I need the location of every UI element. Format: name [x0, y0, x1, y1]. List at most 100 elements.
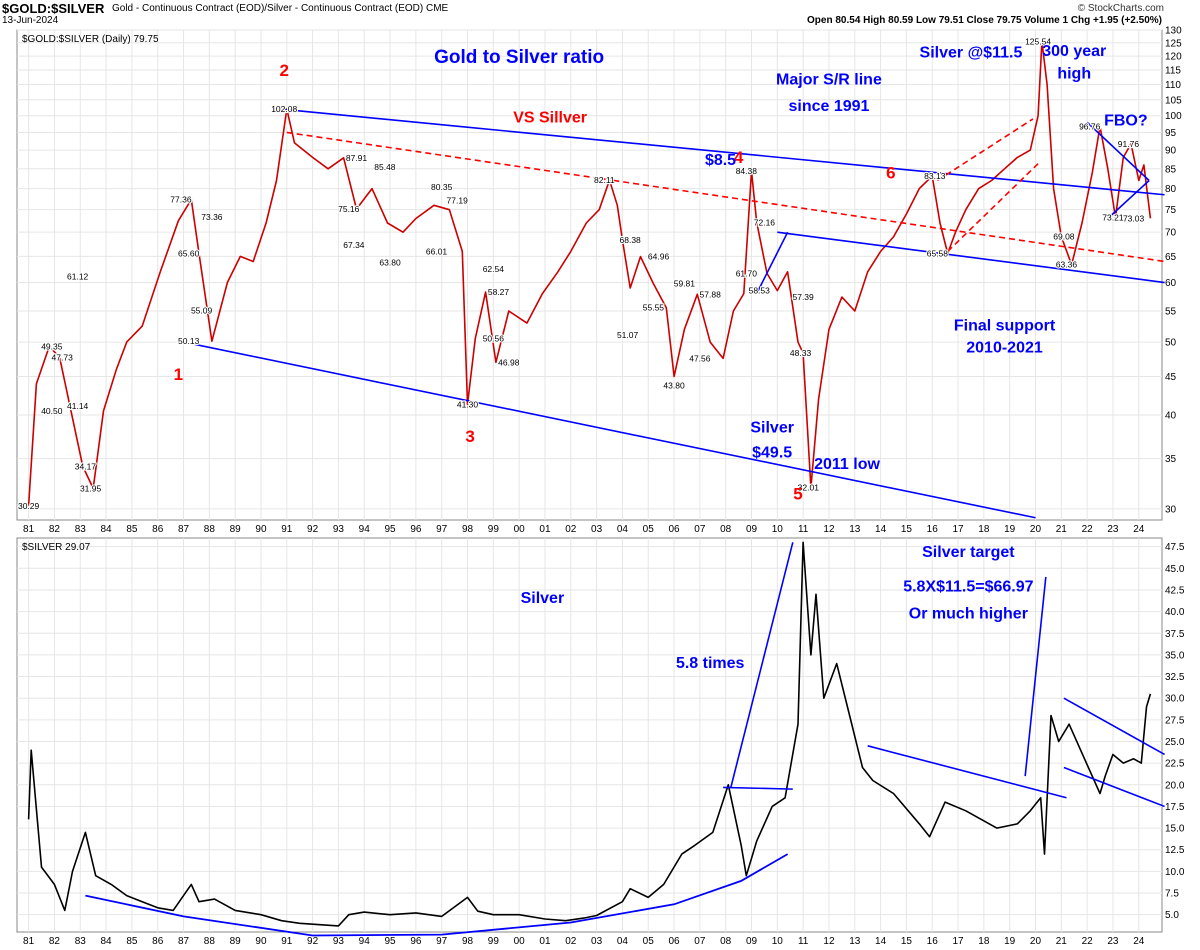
ratio-point-label: 57.39	[792, 292, 814, 302]
silver-x-tick-label: 92	[307, 936, 319, 947]
ratio-point-label: 31.95	[80, 483, 102, 493]
silver-x-tick-label: 03	[591, 936, 603, 947]
ratio-y-tick-label: 95	[1165, 128, 1177, 139]
ratio-trendline	[936, 118, 1034, 182]
ratio-x-tick-label: 99	[488, 524, 500, 535]
ratio-trendline	[183, 341, 1036, 519]
ratio-x-tick-label: 16	[927, 524, 939, 535]
ratio-point-label: 50.13	[178, 336, 200, 346]
silver-annotation: 5.8 times	[676, 655, 745, 672]
symbol-title: $GOLD:$SILVER	[2, 1, 105, 16]
silver-annotation: Silver target	[922, 544, 1015, 561]
silver-y-tick-label: 42.5	[1165, 585, 1185, 596]
silver-x-tick-label: 18	[978, 936, 990, 947]
silver-x-tick-label: 08	[720, 936, 732, 947]
ratio-y-tick-label: 40	[1165, 410, 1177, 421]
silver-y-tick-label: 7.5	[1165, 889, 1179, 900]
ratio-point-label: 125.54	[1025, 36, 1051, 46]
ratio-x-tick-label: 09	[746, 524, 758, 535]
silver-x-tick-label: 13	[849, 936, 861, 947]
ratio-point-label: 82.11	[594, 175, 615, 185]
ratio-point-label: 66.01	[426, 246, 448, 256]
silver-trendline	[867, 745, 1067, 799]
ratio-y-tick-label: 90	[1165, 146, 1177, 157]
ratio-x-tick-label: 86	[152, 524, 164, 535]
ratio-point-label: 55.09	[191, 305, 213, 315]
ratio-y-tick-label: 30	[1165, 504, 1177, 515]
silver-x-tick-label: 90	[255, 936, 267, 947]
silver-x-tick-label: 97	[436, 936, 448, 947]
ratio-annotation: Silver @$11.5	[920, 45, 1023, 62]
silver-y-tick-label: 22.5	[1165, 759, 1185, 770]
silver-x-tick-label: 82	[49, 936, 61, 947]
ratio-x-tick-label: 85	[126, 524, 138, 535]
ratio-point-label: 63.80	[379, 257, 401, 267]
ratio-x-tick-label: 82	[49, 524, 61, 535]
silver-x-tick-label: 15	[901, 936, 913, 947]
silver-trendline	[1024, 576, 1047, 777]
ratio-trendline	[281, 108, 1165, 196]
silver-y-tick-label: 45.0	[1165, 564, 1185, 575]
silver-y-tick-label: 32.5	[1165, 672, 1185, 683]
silver-x-tick-label: 85	[126, 936, 138, 947]
ratio-point-label: 49.35	[41, 341, 63, 351]
ratio-x-tick-label: 05	[643, 524, 655, 535]
ratio-point-label: 41.30	[457, 400, 479, 410]
ratio-point-label: 85.48	[374, 162, 396, 172]
ratio-point-label: 77.19	[447, 195, 469, 205]
ratio-annotation: 5	[793, 484, 802, 503]
ratio-x-tick-label: 91	[281, 524, 293, 535]
ratio-y-tick-label: 60	[1165, 278, 1177, 289]
silver-annotation: Silver	[521, 590, 565, 607]
ratio-x-tick-label: 81	[23, 524, 35, 535]
silver-y-tick-label: 35.0	[1165, 650, 1185, 661]
ratio-y-tick-label: 75	[1165, 205, 1177, 216]
silver-x-tick-label: 20	[1030, 936, 1042, 947]
ratio-point-label: 50.56	[483, 333, 505, 343]
ratio-point-label: 67.34	[343, 240, 365, 250]
ratio-x-tick-label: 11	[798, 524, 809, 535]
ratio-point-label: 75.16	[338, 204, 360, 214]
ratio-y-tick-label: 80	[1165, 184, 1177, 195]
ratio-x-tick-label: 01	[539, 524, 551, 535]
ohlc-readout: Open 80.54 High 80.59 Low 79.51 Close 79…	[807, 15, 1162, 26]
silver-trendline	[730, 542, 794, 788]
ratio-point-label: 73.03	[1123, 213, 1145, 223]
ratio-x-tick-label: 92	[307, 524, 319, 535]
ratio-point-label: 64.96	[648, 252, 670, 262]
ratio-legend: $GOLD:$SILVER (Daily) 79.75	[22, 34, 159, 45]
ratio-point-label: 80.35	[431, 182, 453, 192]
silver-y-tick-label: 5.0	[1165, 910, 1179, 921]
ratio-annotation: 2010-2021	[966, 340, 1043, 357]
silver-y-tick-label: 17.5	[1165, 802, 1185, 813]
ratio-x-tick-label: 17	[952, 524, 964, 535]
silver-trendline	[723, 786, 793, 790]
ratio-point-label: 57.88	[700, 289, 722, 299]
ratio-x-tick-label: 07	[694, 524, 706, 535]
ratio-y-tick-label: 65	[1165, 252, 1177, 263]
ratio-point-label: 62.54	[483, 264, 505, 274]
ratio-point-label: 63.36	[1056, 260, 1078, 270]
silver-x-tick-label: 96	[410, 936, 422, 947]
silver-x-tick-label: 91	[281, 936, 293, 947]
ratio-trendline	[755, 231, 789, 294]
silver-x-tick-label: 09	[746, 936, 758, 947]
ratio-annotation: 2	[279, 61, 288, 80]
ratio-x-tick-label: 95	[384, 524, 396, 535]
silver-y-tick-label: 10.0	[1165, 867, 1185, 878]
ratio-point-label: 46.98	[498, 357, 520, 367]
silver-trendline	[1063, 697, 1165, 756]
ratio-y-tick-label: 35	[1165, 454, 1177, 465]
ratio-x-tick-label: 88	[204, 524, 216, 535]
ratio-x-tick-label: 20	[1030, 524, 1042, 535]
silver-trendline	[1063, 766, 1165, 808]
ratio-point-label: 87.91	[346, 153, 368, 163]
silver-plot-frame	[16, 537, 1163, 933]
ratio-x-tick-label: 96	[410, 524, 422, 535]
ratio-x-tick-label: 83	[75, 524, 87, 535]
ratio-annotation: FBO?	[1104, 113, 1148, 130]
ratio-y-tick-label: 125	[1165, 38, 1182, 49]
ratio-x-tick-label: 87	[178, 524, 190, 535]
ratio-point-label: 34.17	[75, 461, 97, 471]
